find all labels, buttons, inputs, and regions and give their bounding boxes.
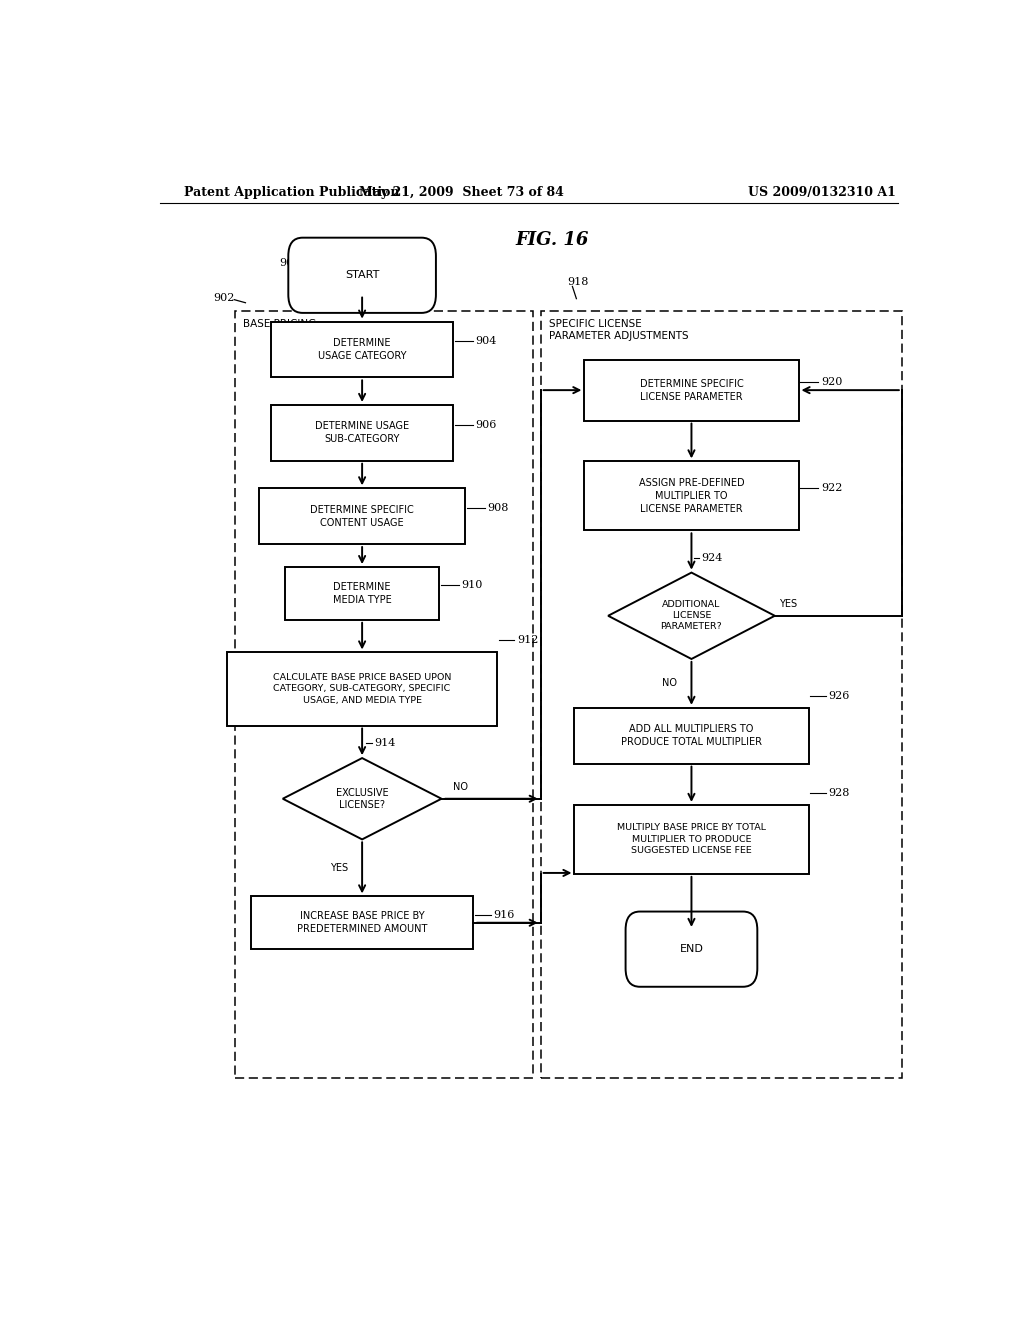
Text: DETERMINE SPECIFIC
CONTENT USAGE: DETERMINE SPECIFIC CONTENT USAGE	[310, 504, 414, 528]
FancyBboxPatch shape	[541, 312, 902, 1078]
Text: DETERMINE
MEDIA TYPE: DETERMINE MEDIA TYPE	[333, 582, 391, 605]
Text: 900: 900	[280, 259, 301, 268]
Text: DETERMINE
USAGE CATEGORY: DETERMINE USAGE CATEGORY	[317, 338, 407, 360]
Text: DETERMINE SPECIFIC
LICENSE PARAMETER: DETERMINE SPECIFIC LICENSE PARAMETER	[640, 379, 743, 401]
Text: YES: YES	[778, 598, 797, 609]
Text: 916: 916	[494, 909, 514, 920]
Polygon shape	[608, 573, 775, 659]
Text: ASSIGN PRE-DEFINED
MULTIPLIER TO
LICENSE PARAMETER: ASSIGN PRE-DEFINED MULTIPLIER TO LICENSE…	[639, 478, 744, 513]
Text: DETERMINE USAGE
SUB-CATEGORY: DETERMINE USAGE SUB-CATEGORY	[315, 421, 410, 445]
Text: 910: 910	[462, 581, 483, 590]
Text: 924: 924	[701, 553, 722, 564]
Text: 926: 926	[828, 690, 850, 701]
Text: END: END	[680, 944, 703, 954]
Text: NO: NO	[454, 781, 468, 792]
Text: 914: 914	[374, 738, 395, 748]
Text: US 2009/0132310 A1: US 2009/0132310 A1	[749, 186, 896, 199]
FancyBboxPatch shape	[259, 488, 465, 544]
Text: ADD ALL MULTIPLIERS TO
PRODUCE TOTAL MULTIPLIER: ADD ALL MULTIPLIERS TO PRODUCE TOTAL MUL…	[621, 725, 762, 747]
Text: 918: 918	[567, 277, 588, 288]
Text: FIG. 16: FIG. 16	[516, 231, 589, 248]
FancyBboxPatch shape	[574, 805, 809, 874]
Text: 902: 902	[214, 293, 236, 302]
FancyBboxPatch shape	[270, 322, 454, 378]
Text: BASE PRICING: BASE PRICING	[243, 319, 316, 329]
FancyBboxPatch shape	[270, 405, 454, 461]
Text: START: START	[345, 271, 379, 280]
Text: NO: NO	[663, 678, 677, 688]
FancyBboxPatch shape	[285, 568, 439, 620]
Text: May 21, 2009  Sheet 73 of 84: May 21, 2009 Sheet 73 of 84	[358, 186, 564, 199]
Text: 928: 928	[828, 788, 850, 797]
Text: Patent Application Publication: Patent Application Publication	[183, 186, 399, 199]
Text: 904: 904	[475, 337, 497, 346]
FancyBboxPatch shape	[251, 896, 473, 949]
FancyBboxPatch shape	[574, 708, 809, 764]
Text: INCREASE BASE PRICE BY
PREDETERMINED AMOUNT: INCREASE BASE PRICE BY PREDETERMINED AMO…	[297, 911, 427, 935]
Text: 920: 920	[821, 378, 842, 387]
Polygon shape	[283, 758, 441, 840]
Text: 922: 922	[821, 483, 842, 492]
FancyBboxPatch shape	[585, 461, 799, 531]
Text: ADDITIONAL
LICENSE
PARAMETER?: ADDITIONAL LICENSE PARAMETER?	[660, 601, 722, 631]
Text: EXCLUSIVE
LICENSE?: EXCLUSIVE LICENSE?	[336, 788, 388, 810]
FancyBboxPatch shape	[626, 912, 758, 987]
Text: YES: YES	[330, 863, 348, 873]
Text: 908: 908	[487, 503, 509, 513]
FancyBboxPatch shape	[585, 359, 799, 421]
Text: CALCULATE BASE PRICE BASED UPON
CATEGORY, SUB-CATEGORY, SPECIFIC
USAGE, AND MEDI: CALCULATE BASE PRICE BASED UPON CATEGORY…	[273, 673, 452, 705]
FancyBboxPatch shape	[289, 238, 436, 313]
Text: 912: 912	[517, 635, 539, 645]
FancyBboxPatch shape	[227, 652, 497, 726]
Text: 906: 906	[475, 420, 497, 430]
Text: SPECIFIC LICENSE
PARAMETER ADJUSTMENTS: SPECIFIC LICENSE PARAMETER ADJUSTMENTS	[549, 319, 688, 342]
Text: MULTIPLY BASE PRICE BY TOTAL
MULTIPLIER TO PRODUCE
SUGGESTED LICENSE FEE: MULTIPLY BASE PRICE BY TOTAL MULTIPLIER …	[616, 824, 766, 855]
FancyBboxPatch shape	[236, 312, 532, 1078]
